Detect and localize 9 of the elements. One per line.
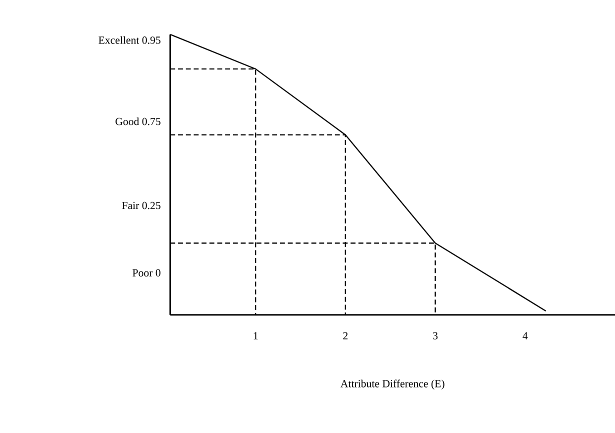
- x-tick-label: 1: [254, 332, 258, 340]
- text: Excellent 0.95: [98, 36, 160, 44]
- x-tick-label: 3: [433, 332, 438, 340]
- text: Poor 0: [132, 269, 160, 276]
- x-tick-label: 2: [343, 332, 348, 340]
- x-tick-label: 4: [522, 332, 528, 340]
- text: Fair 0.25: [122, 202, 160, 210]
- text: Good 0.75: [116, 118, 160, 126]
- x-axis-title: Attribute Difference (E): [340, 380, 444, 390]
